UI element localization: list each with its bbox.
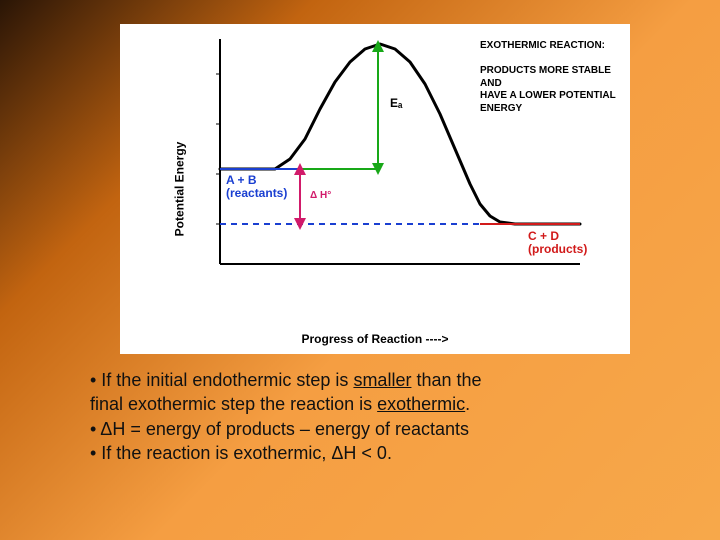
- side-title-l4: ENERGY: [480, 103, 522, 114]
- side-title-l2: PRODUCTS MORE STABLE AND: [480, 65, 611, 89]
- reactants-annotation: A + B (reactants): [226, 174, 287, 200]
- bullet-4: • If the reaction is exothermic, ΔH < 0.: [90, 441, 680, 465]
- reactants-paren: (reactants): [226, 186, 287, 200]
- ea-label: Eₐ: [390, 96, 403, 110]
- reactants-formula: A + B: [226, 173, 257, 187]
- bullet-text-block: • If the initial endothermic step is sma…: [70, 368, 680, 465]
- energy-diagram-card: Potential Energy Progress of Reaction --…: [120, 24, 630, 354]
- x-axis-label: Progress of Reaction ---->: [301, 332, 448, 346]
- products-paren: (products): [528, 242, 587, 256]
- bullet-2b: exothermic: [377, 394, 465, 414]
- side-title-l1: EXOTHERMIC REACTION:: [480, 40, 605, 51]
- products-formula: C + D: [528, 229, 559, 243]
- products-annotation: C + D (products): [528, 230, 587, 256]
- bullet-1c: than the: [411, 370, 481, 390]
- side-title-l3: HAVE A LOWER POTENTIAL: [480, 90, 616, 101]
- bullet-2c: .: [465, 394, 470, 414]
- bullet-1b: smaller: [353, 370, 411, 390]
- bullet-1a: • If the initial endothermic step is: [90, 370, 353, 390]
- plot-area: Eₐ Δ H° A + B (reactants) C + D (product…: [180, 34, 620, 304]
- side-title: EXOTHERMIC REACTION: PRODUCTS MORE STABL…: [480, 40, 620, 115]
- delta-h-label: Δ H°: [310, 190, 331, 201]
- bullet-3: • ΔH = energy of products – energy of re…: [90, 417, 680, 441]
- bullet-2a: final exothermic step the reaction is: [90, 394, 377, 414]
